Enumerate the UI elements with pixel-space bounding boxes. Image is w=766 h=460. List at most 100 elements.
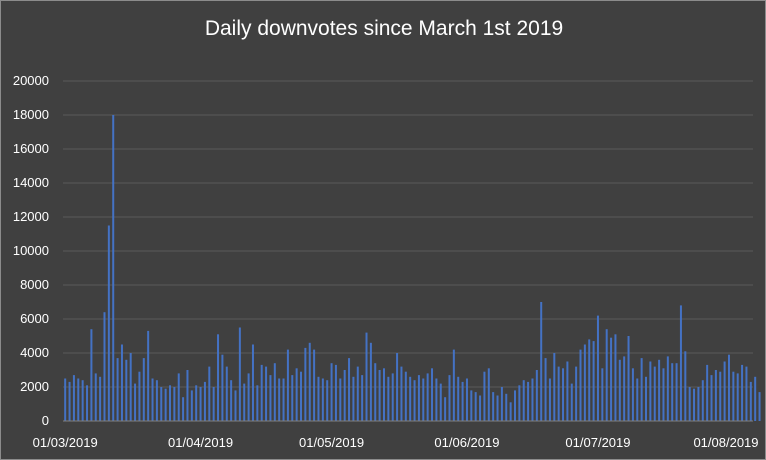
y-tick-label: 10000 — [13, 243, 49, 258]
bar — [645, 376, 648, 421]
bar — [631, 368, 634, 421]
bar — [238, 327, 241, 421]
bar — [138, 371, 141, 421]
bar — [251, 344, 254, 421]
bar — [112, 115, 115, 421]
bar — [208, 366, 211, 421]
bar — [474, 392, 477, 421]
bar — [142, 358, 145, 421]
bar — [527, 381, 530, 421]
bar — [300, 371, 303, 421]
bar — [483, 371, 486, 421]
bar — [352, 376, 355, 421]
bar — [103, 312, 106, 421]
bar — [400, 366, 403, 421]
bar — [723, 361, 726, 421]
bar — [706, 364, 709, 421]
bar — [313, 349, 316, 421]
bar — [509, 402, 512, 421]
bar — [334, 364, 337, 421]
y-tick-label: 2000 — [20, 379, 49, 394]
bar — [579, 349, 582, 421]
bar — [256, 385, 259, 421]
bar — [461, 381, 464, 421]
bar — [404, 371, 407, 421]
bar — [513, 390, 516, 421]
bar — [452, 349, 455, 421]
bar — [610, 337, 613, 421]
bar — [627, 336, 630, 421]
y-tick-label: 6000 — [20, 311, 49, 326]
bar — [426, 373, 429, 421]
bar — [679, 305, 682, 421]
bar — [64, 378, 67, 421]
bar — [701, 380, 704, 421]
bar — [321, 378, 324, 421]
bar — [68, 381, 71, 421]
y-tick-label: 14000 — [13, 175, 49, 190]
bar — [548, 378, 551, 421]
bar — [457, 376, 460, 421]
bar — [422, 378, 425, 421]
bar — [125, 359, 128, 421]
bar — [566, 361, 569, 421]
x-tick-label: 01/06/2019 — [434, 435, 499, 450]
bar — [492, 392, 495, 421]
bar — [217, 334, 220, 421]
bar — [304, 347, 307, 421]
bar — [326, 380, 329, 421]
bar — [540, 302, 543, 421]
bar — [177, 373, 180, 421]
bar — [487, 368, 490, 421]
y-tick-label: 8000 — [20, 277, 49, 292]
bar — [230, 380, 233, 421]
bar — [741, 364, 744, 421]
bar — [435, 378, 438, 421]
bar — [693, 388, 696, 421]
x-tick-label: 01/05/2019 — [299, 435, 364, 450]
bar — [557, 366, 560, 421]
bar — [356, 366, 359, 421]
bar — [107, 225, 110, 421]
bar — [72, 375, 75, 421]
bar — [273, 363, 276, 421]
bar — [710, 375, 713, 421]
bar — [382, 368, 385, 421]
bar — [348, 358, 351, 421]
bar — [496, 395, 499, 421]
bar — [155, 380, 158, 421]
bar — [317, 376, 320, 421]
bar — [417, 375, 420, 421]
x-tick-label: 01/08/2019 — [693, 435, 758, 450]
bar — [308, 342, 311, 421]
bar — [199, 387, 202, 421]
bar — [81, 380, 84, 421]
bar — [544, 358, 547, 421]
bar — [596, 315, 599, 421]
bar — [588, 339, 591, 421]
bar — [387, 376, 390, 421]
bar — [295, 368, 298, 421]
bar — [749, 381, 752, 421]
bar — [396, 353, 399, 421]
bar — [640, 358, 643, 421]
bar — [479, 395, 482, 421]
bar — [431, 368, 434, 421]
bar — [697, 387, 700, 421]
bar — [754, 376, 757, 421]
bar — [618, 359, 621, 421]
bar — [260, 364, 263, 421]
bar — [391, 373, 394, 421]
bar — [330, 363, 333, 421]
bar — [120, 344, 123, 421]
bar — [583, 344, 586, 421]
bar — [448, 375, 451, 421]
bar — [636, 378, 639, 421]
bar — [94, 373, 97, 421]
bar — [522, 380, 525, 421]
bar — [671, 363, 674, 421]
bar — [518, 385, 521, 421]
bar — [666, 356, 669, 421]
bar — [562, 368, 565, 421]
bar — [195, 385, 198, 421]
